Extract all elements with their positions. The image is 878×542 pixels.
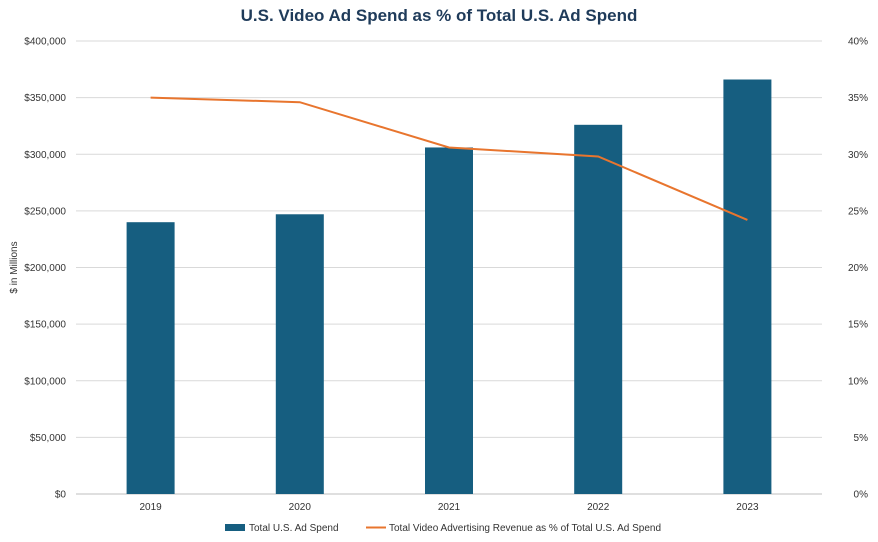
x-tick-label: 2019 <box>139 502 162 513</box>
y-tick-label: $100,000 <box>24 376 66 387</box>
y-tick-label: $400,000 <box>24 37 66 48</box>
y-tick-label: $350,000 <box>24 93 66 104</box>
y-tick-label: $200,000 <box>24 263 66 274</box>
y-tick-label: $300,000 <box>24 150 66 161</box>
y2-tick-label: 35% <box>848 93 868 104</box>
y2-tick-label: 15% <box>848 320 868 331</box>
y-tick-label: $150,000 <box>24 320 66 331</box>
bar <box>425 147 473 494</box>
legend-label: Total U.S. Ad Spend <box>249 523 339 534</box>
x-tick-label: 2022 <box>587 502 610 513</box>
y2-tick-label: 30% <box>848 150 868 161</box>
y-tick-label: $50,000 <box>30 433 67 444</box>
bar <box>723 79 772 494</box>
bar <box>126 222 175 494</box>
y2-tick-label: 25% <box>848 206 868 217</box>
legend-swatch-bar <box>225 524 245 531</box>
bar <box>574 124 623 495</box>
y2-tick-label: 5% <box>854 433 869 444</box>
y2-tick-label: 40% <box>848 37 868 48</box>
y-tick-label: $250,000 <box>24 206 66 217</box>
legend-label: Total Video Advertising Revenue as % of … <box>389 523 661 534</box>
y2-tick-label: 10% <box>848 376 868 387</box>
y2-tick-label: 20% <box>848 263 868 274</box>
x-tick-label: 2021 <box>438 502 461 513</box>
x-tick-label: 2023 <box>736 502 759 513</box>
x-tick-label: 2020 <box>289 502 312 513</box>
chart-title: U.S. Video Ad Spend as % of Total U.S. A… <box>240 6 638 25</box>
y-axis-title: $ in Millions <box>9 241 20 293</box>
y-tick-label: $0 <box>55 490 67 501</box>
y2-tick-label: 0% <box>854 490 869 501</box>
bar <box>275 214 324 494</box>
